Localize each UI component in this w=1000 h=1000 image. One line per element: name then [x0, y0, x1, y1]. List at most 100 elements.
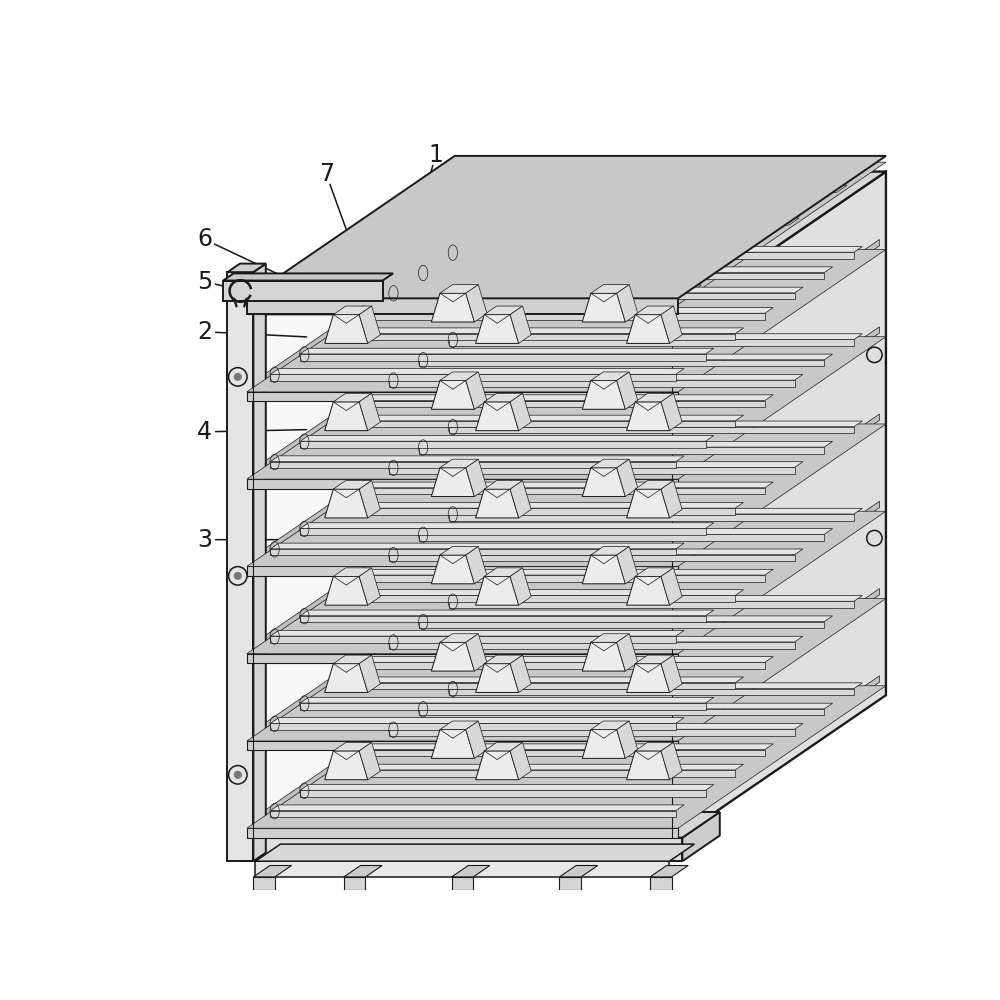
Polygon shape — [431, 468, 474, 497]
Polygon shape — [440, 721, 478, 730]
Polygon shape — [466, 546, 487, 584]
Polygon shape — [270, 630, 684, 636]
Polygon shape — [582, 642, 625, 671]
Polygon shape — [330, 764, 744, 770]
Polygon shape — [300, 436, 714, 441]
Polygon shape — [247, 249, 886, 392]
Polygon shape — [627, 402, 670, 431]
Polygon shape — [440, 459, 478, 468]
Circle shape — [234, 771, 242, 779]
Text: 2: 2 — [197, 320, 212, 344]
Polygon shape — [389, 285, 451, 292]
Polygon shape — [270, 723, 676, 730]
Polygon shape — [617, 634, 638, 671]
Polygon shape — [247, 337, 886, 479]
Polygon shape — [270, 636, 676, 643]
Polygon shape — [582, 730, 625, 758]
Polygon shape — [466, 372, 487, 409]
Polygon shape — [330, 334, 735, 340]
Polygon shape — [672, 501, 879, 650]
Polygon shape — [247, 172, 886, 314]
Polygon shape — [300, 348, 714, 354]
Polygon shape — [330, 502, 744, 508]
Polygon shape — [510, 306, 531, 343]
Polygon shape — [253, 676, 461, 825]
Polygon shape — [286, 285, 701, 292]
Text: 5: 5 — [197, 270, 212, 294]
Polygon shape — [344, 866, 382, 877]
Polygon shape — [449, 683, 862, 689]
Polygon shape — [247, 314, 678, 838]
Polygon shape — [419, 267, 833, 273]
Polygon shape — [253, 327, 461, 475]
Polygon shape — [449, 514, 854, 521]
Polygon shape — [627, 489, 670, 518]
Polygon shape — [333, 393, 372, 402]
Polygon shape — [591, 634, 629, 642]
Polygon shape — [725, 185, 787, 192]
Polygon shape — [247, 392, 678, 401]
Polygon shape — [466, 721, 487, 758]
Polygon shape — [591, 721, 629, 730]
Polygon shape — [330, 683, 735, 689]
Polygon shape — [294, 285, 357, 292]
Polygon shape — [449, 596, 862, 601]
Polygon shape — [247, 479, 678, 489]
Polygon shape — [617, 546, 638, 584]
Polygon shape — [650, 866, 688, 877]
Polygon shape — [661, 568, 682, 605]
Polygon shape — [431, 555, 474, 584]
Polygon shape — [466, 459, 487, 497]
Polygon shape — [466, 634, 487, 671]
Polygon shape — [300, 528, 706, 535]
Polygon shape — [672, 239, 879, 388]
Text: 4: 4 — [197, 420, 212, 444]
Polygon shape — [247, 828, 678, 838]
Polygon shape — [330, 595, 735, 602]
Polygon shape — [510, 742, 531, 780]
Polygon shape — [532, 252, 594, 259]
Polygon shape — [247, 566, 678, 576]
Polygon shape — [253, 264, 266, 861]
Polygon shape — [389, 462, 803, 467]
Polygon shape — [330, 421, 735, 427]
Polygon shape — [360, 313, 765, 320]
Polygon shape — [484, 568, 523, 576]
Polygon shape — [383, 218, 799, 225]
Polygon shape — [360, 662, 765, 669]
Polygon shape — [591, 285, 629, 293]
Polygon shape — [333, 481, 372, 489]
Polygon shape — [247, 424, 886, 566]
Polygon shape — [440, 185, 502, 192]
Polygon shape — [360, 750, 765, 756]
Polygon shape — [635, 568, 674, 576]
Polygon shape — [419, 616, 833, 622]
Polygon shape — [360, 308, 773, 313]
Polygon shape — [582, 468, 625, 497]
Polygon shape — [661, 306, 682, 343]
Polygon shape — [484, 481, 523, 489]
Polygon shape — [389, 467, 795, 474]
Polygon shape — [510, 481, 531, 518]
Polygon shape — [449, 689, 854, 695]
Polygon shape — [431, 642, 474, 671]
Polygon shape — [476, 576, 519, 605]
Polygon shape — [440, 634, 478, 642]
Polygon shape — [672, 327, 879, 475]
Polygon shape — [270, 456, 684, 462]
Polygon shape — [300, 354, 706, 361]
Polygon shape — [333, 306, 372, 315]
Polygon shape — [677, 218, 739, 225]
Polygon shape — [466, 285, 487, 322]
Polygon shape — [440, 285, 478, 293]
Polygon shape — [484, 306, 523, 315]
Polygon shape — [389, 636, 803, 642]
Polygon shape — [344, 877, 365, 890]
Polygon shape — [270, 543, 684, 549]
Polygon shape — [661, 655, 682, 692]
Polygon shape — [630, 185, 692, 192]
Polygon shape — [330, 415, 744, 421]
Polygon shape — [330, 508, 735, 515]
Polygon shape — [510, 655, 531, 692]
Polygon shape — [359, 393, 380, 431]
